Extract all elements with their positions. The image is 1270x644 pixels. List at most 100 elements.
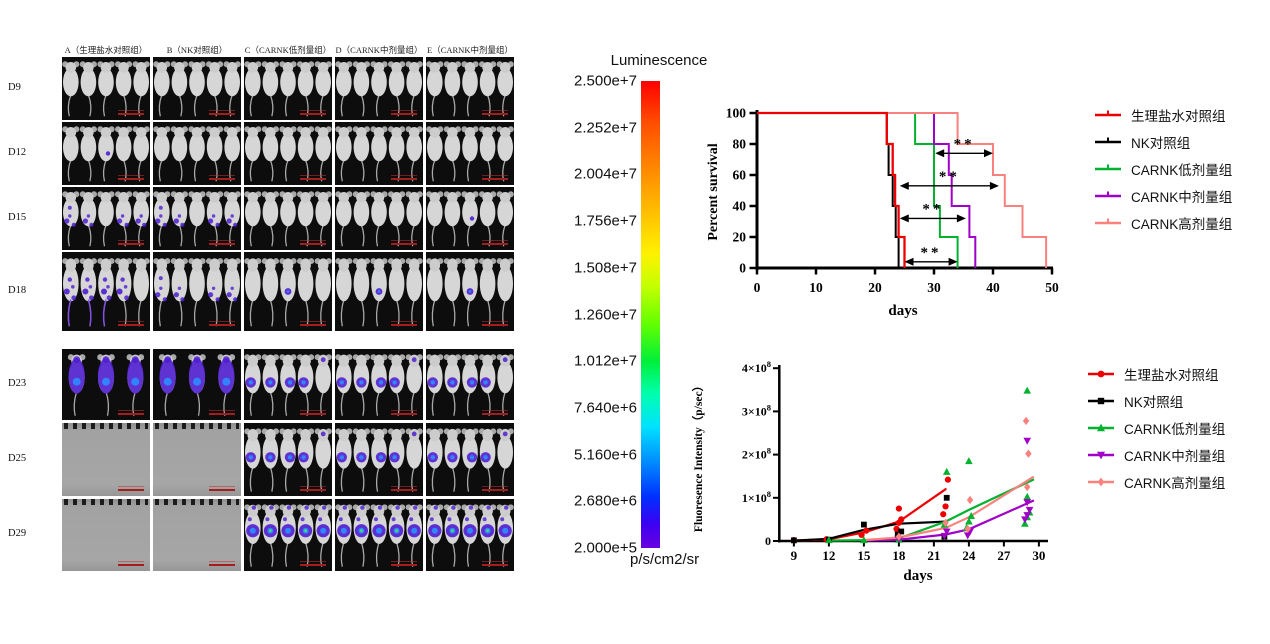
mouse-panel bbox=[426, 423, 514, 496]
mouse-panel-image bbox=[62, 126, 150, 182]
luminescence-blob bbox=[431, 527, 438, 534]
mouse-panel bbox=[335, 187, 423, 250]
scale-bar bbox=[118, 323, 144, 326]
mouse bbox=[461, 258, 479, 327]
mouse-panel-image bbox=[335, 354, 423, 416]
survival-series-red bbox=[757, 111, 906, 268]
point-square bbox=[860, 521, 867, 528]
mouse bbox=[279, 354, 297, 416]
mouse bbox=[170, 258, 188, 327]
luminescence-blob bbox=[451, 529, 454, 533]
legend-label: 生理盐水对照组 bbox=[1124, 367, 1219, 383]
luminescence-blob bbox=[467, 527, 473, 534]
row-label: D25 bbox=[8, 452, 27, 464]
luminescence-blob bbox=[287, 380, 293, 385]
mouse bbox=[496, 61, 514, 117]
luminescence-blob bbox=[155, 292, 161, 298]
legend-label: NK对照组 bbox=[1131, 135, 1191, 151]
svg-text:0: 0 bbox=[739, 261, 746, 276]
svg-text:9: 9 bbox=[791, 548, 798, 563]
mouse-panel bbox=[244, 499, 332, 571]
point-circle bbox=[895, 505, 902, 512]
colorbar-gradient bbox=[641, 81, 660, 548]
scale-bar-text bbox=[300, 561, 326, 562]
luminescence-blob bbox=[447, 517, 452, 522]
mouse bbox=[370, 428, 388, 492]
legend-label: CARNK高剂量组 bbox=[1124, 475, 1226, 491]
column-header: E（CARNK中剂量组） bbox=[427, 45, 513, 55]
mouse bbox=[261, 258, 279, 327]
mouse bbox=[79, 191, 97, 247]
point-diamond bbox=[966, 495, 974, 505]
legend-label: NK对照组 bbox=[1124, 394, 1184, 410]
mouse bbox=[297, 61, 315, 117]
arrowhead-right bbox=[989, 181, 999, 190]
scale-bar bbox=[482, 323, 508, 326]
luminescence-blob bbox=[180, 297, 185, 302]
luminescence-blob bbox=[411, 357, 417, 363]
point-square bbox=[898, 528, 905, 535]
significance-stars: ** bbox=[922, 201, 943, 217]
luminescence-blob bbox=[411, 431, 417, 437]
luminescence-blob bbox=[339, 380, 344, 385]
luminescence-blob bbox=[413, 505, 418, 510]
mouse bbox=[217, 354, 236, 416]
mouse bbox=[132, 61, 150, 117]
mouse-panel bbox=[244, 57, 332, 120]
column-header: B（NK对照组） bbox=[166, 45, 228, 55]
scale-bar bbox=[300, 112, 326, 115]
mouse bbox=[188, 61, 206, 117]
legend-label: 生理盐水对照组 bbox=[1131, 108, 1226, 124]
luminescence-blob bbox=[218, 358, 235, 394]
row-label: D12 bbox=[8, 146, 27, 158]
mouse bbox=[279, 61, 297, 117]
luminescence-blob bbox=[124, 222, 129, 227]
mouse bbox=[443, 61, 461, 117]
colorbar-tick-label: 1.508e+7 bbox=[574, 259, 637, 277]
scale-bar bbox=[391, 323, 417, 326]
luminescence-blob bbox=[502, 527, 509, 534]
scale-bar bbox=[209, 488, 235, 491]
mouse bbox=[352, 428, 370, 492]
luminescence-blob bbox=[395, 529, 398, 533]
scale-bar bbox=[118, 242, 144, 245]
luminescence-blob bbox=[142, 222, 147, 227]
mouse bbox=[153, 258, 171, 327]
luminescence-blob bbox=[71, 295, 77, 301]
mouse bbox=[261, 61, 279, 117]
mouse bbox=[405, 191, 423, 247]
mouse bbox=[206, 126, 224, 182]
row-label: D18 bbox=[8, 284, 27, 296]
luminescence-blob bbox=[230, 286, 234, 290]
scale-bar bbox=[118, 412, 144, 415]
luminescence-blob bbox=[411, 527, 418, 534]
legend-item: CARNK高剂量组 bbox=[1086, 468, 1225, 495]
luminescence-blob bbox=[120, 277, 125, 282]
svg-text:21: 21 bbox=[927, 548, 940, 563]
arrowhead-right bbox=[984, 149, 993, 158]
mouse-panel-image bbox=[62, 61, 150, 117]
scale-bar bbox=[300, 177, 326, 180]
point-square bbox=[943, 494, 950, 501]
luminescence-blob bbox=[68, 358, 85, 394]
scale-bar bbox=[118, 177, 144, 180]
luminescence-blob bbox=[193, 356, 201, 364]
mouse-panel-image bbox=[158, 354, 236, 416]
luminescence-blob bbox=[269, 505, 274, 510]
mouse bbox=[479, 258, 497, 327]
mouse bbox=[479, 354, 497, 416]
mouse-panel bbox=[62, 499, 150, 571]
mouse bbox=[335, 191, 353, 247]
svg-text:80: 80 bbox=[733, 137, 747, 152]
mouse bbox=[170, 126, 188, 182]
svg-text:days: days bbox=[888, 303, 917, 319]
mouse bbox=[426, 354, 444, 416]
mouse-panel-image bbox=[426, 504, 514, 567]
mouse bbox=[496, 126, 514, 182]
luminescence-blob bbox=[248, 380, 253, 385]
luminescence-blob bbox=[249, 527, 256, 534]
mouse bbox=[244, 61, 262, 117]
mouse-panel bbox=[153, 57, 241, 120]
svg-text:10: 10 bbox=[809, 280, 823, 295]
luminescence-blob bbox=[63, 288, 70, 295]
